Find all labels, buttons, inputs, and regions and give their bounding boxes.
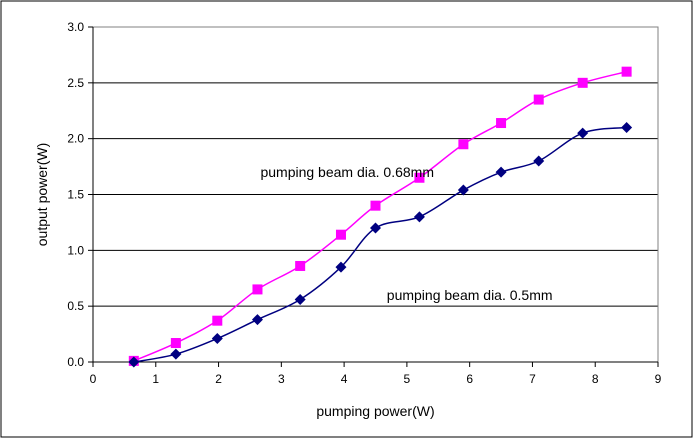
- data-point-square: [212, 315, 223, 326]
- data-point-diamond: [170, 348, 182, 360]
- y-tick-label: 1.5: [67, 188, 84, 202]
- x-tick-label: 6: [466, 372, 473, 386]
- x-tick-label: 7: [529, 372, 536, 386]
- data-point-square: [496, 118, 507, 129]
- data-point-diamond: [577, 127, 589, 139]
- x-axis-label: pumping power(W): [316, 403, 434, 419]
- series-annotation: pumping beam dia. 0.5mm: [387, 287, 553, 303]
- y-tick-label: 2.0: [67, 132, 84, 146]
- x-tick-label: 8: [592, 372, 599, 386]
- x-tick-label: 1: [152, 372, 159, 386]
- data-point-square: [295, 260, 306, 271]
- data-point-square: [533, 94, 544, 105]
- x-tick-label: 2: [215, 372, 222, 386]
- y-tick-label: 3.0: [67, 20, 84, 34]
- y-tick-label: 0.5: [67, 299, 84, 313]
- data-point-diamond: [211, 333, 223, 345]
- axes: 0.0 0.5 1.0 1.5 2.0 2.5 3.0 0 1 2 3 4 5 6 7 8 9: [67, 20, 661, 386]
- series-layer: [128, 66, 633, 368]
- data-point-diamond: [495, 166, 507, 178]
- y-axis-label: output power(W): [34, 143, 50, 246]
- x-tick-label: 0: [90, 372, 97, 386]
- data-point-diamond: [413, 211, 425, 223]
- x-tick-label: 3: [278, 372, 285, 386]
- data-point-square: [370, 200, 381, 211]
- data-point-diamond: [533, 155, 545, 167]
- series-diamond-markers: [128, 122, 633, 368]
- annotations: pumping beam dia. 0.68mm pumping beam dia…: [260, 164, 552, 303]
- gridlines: [93, 82, 658, 307]
- series-annotation: pumping beam dia. 0.68mm: [260, 164, 434, 180]
- data-point-diamond: [251, 314, 263, 326]
- x-tick-label: 9: [655, 372, 662, 386]
- y-tick-label: 0.0: [67, 355, 84, 369]
- y-tick-label: 1.0: [67, 243, 84, 257]
- data-point-square: [252, 284, 263, 295]
- data-point-diamond: [457, 184, 469, 196]
- data-point-diamond: [128, 356, 140, 368]
- data-point-diamond: [294, 293, 306, 305]
- x-tick-label: 4: [341, 372, 348, 386]
- data-point-square: [414, 172, 425, 183]
- data-point-square: [170, 338, 181, 349]
- x-tick-label: 5: [404, 372, 411, 386]
- data-point-square: [621, 66, 632, 77]
- data-point-diamond: [621, 122, 633, 133]
- data-point-diamond: [370, 222, 381, 234]
- data-point-square: [458, 139, 469, 150]
- data-point-square: [577, 77, 588, 88]
- y-tick-label: 2.5: [67, 76, 84, 90]
- data-point-square: [335, 229, 346, 240]
- data-point-diamond: [335, 261, 347, 273]
